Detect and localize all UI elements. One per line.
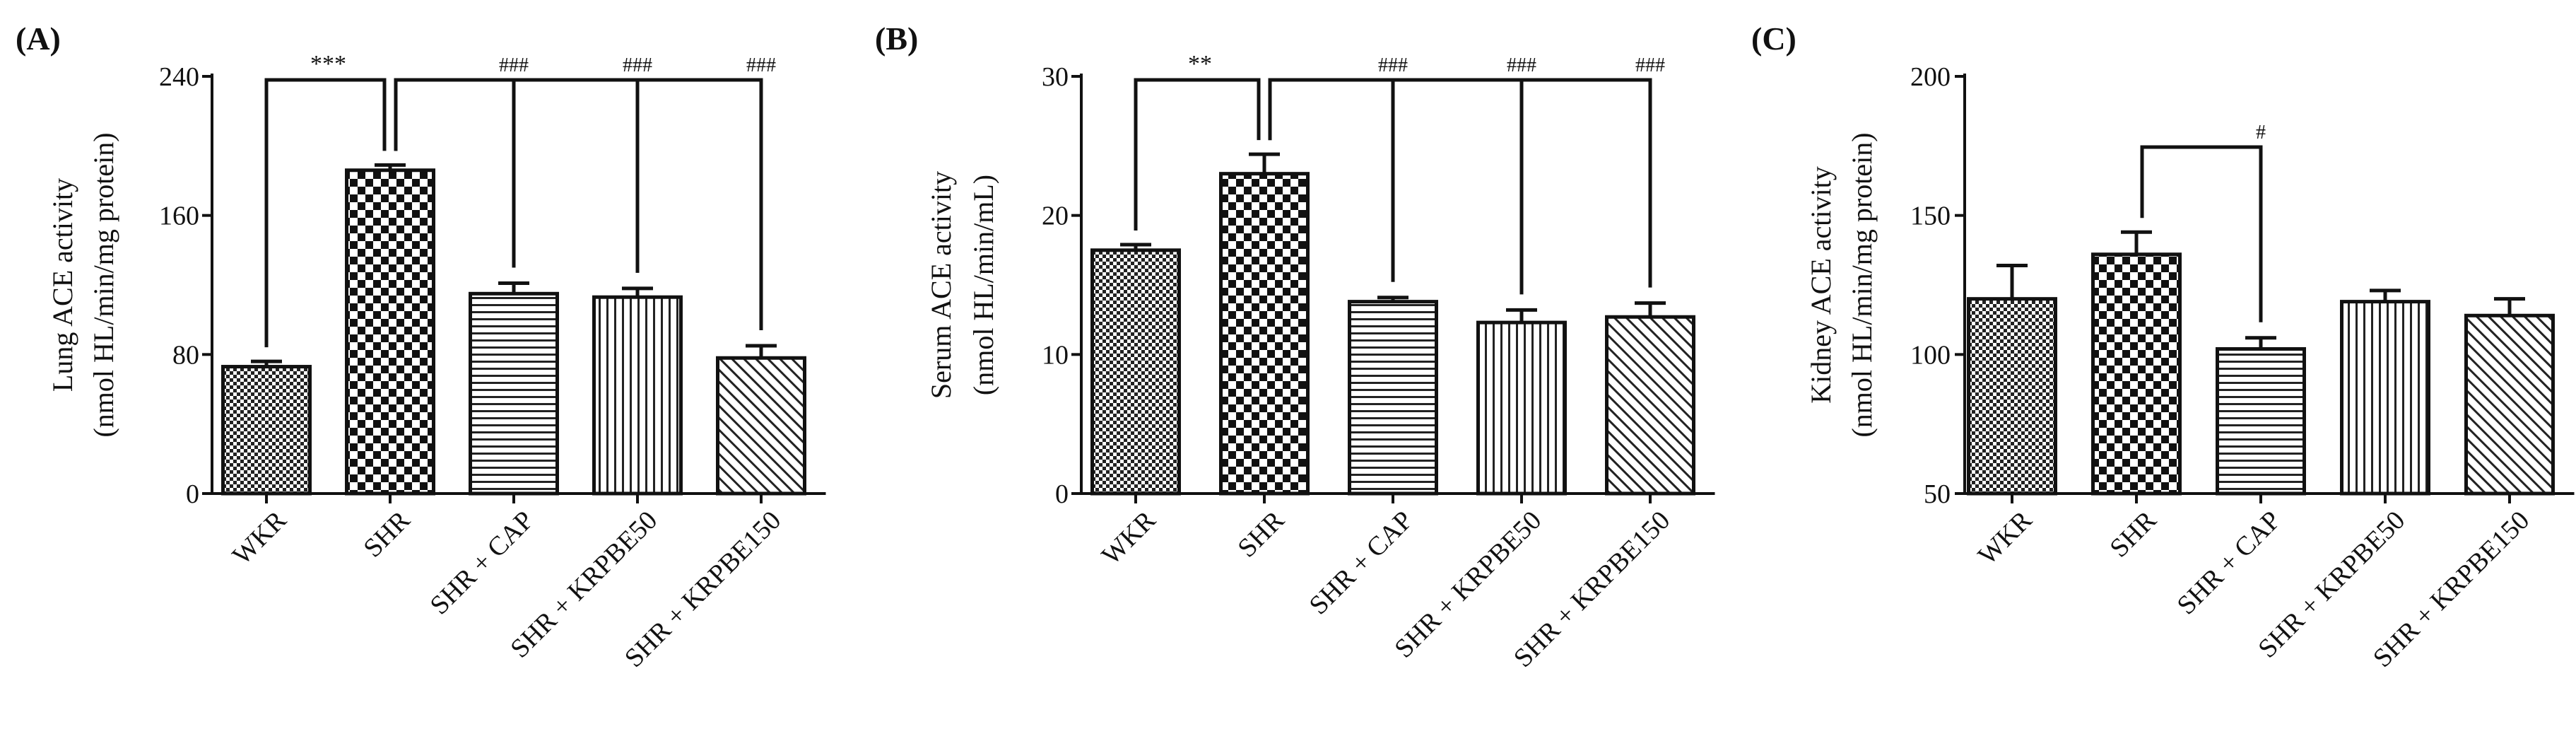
- bar-shr-krpbe150: [716, 356, 806, 496]
- bar-shr: [1219, 172, 1310, 496]
- y-axis-title: Kidney ACE activity: [1805, 166, 1837, 404]
- x-category-label: SHR: [358, 505, 416, 563]
- y-axis-title: Serum ACE activity: [925, 171, 957, 399]
- bar-wkr: [1090, 248, 1181, 496]
- y-tick-label: 50: [1924, 479, 1951, 509]
- bar-wkr: [221, 365, 312, 496]
- panel-label: (C): [1751, 21, 1796, 57]
- y-axis-units: (nmol HL/min/mL): [968, 175, 999, 395]
- y-tick-label: 30: [1042, 62, 1069, 92]
- x-category-label: WKR: [227, 505, 293, 571]
- significance-label: ***: [310, 51, 346, 77]
- significance-label: ###: [746, 54, 776, 76]
- bar-shr-cap: [2216, 346, 2306, 496]
- bar-shr-krpbe50: [1476, 320, 1567, 496]
- significance-bracket: [2140, 145, 2263, 322]
- x-category-label: WKR: [1096, 505, 1162, 571]
- y-tick-label: 100: [1910, 340, 1951, 370]
- y-axis-title: Lung ACE activity: [47, 178, 78, 392]
- bar-shr-krpbe50: [592, 295, 683, 496]
- bar-shr-krpbe150: [2464, 313, 2555, 496]
- y-tick-label: 0: [1055, 479, 1069, 509]
- significance-bracket: [394, 78, 763, 331]
- x-category-label: SHR + CAP: [1304, 506, 1419, 621]
- x-category-label: SHR: [1232, 505, 1290, 563]
- x-category-label: SHR + CAP: [425, 506, 540, 621]
- bar-shr-cap: [469, 291, 559, 496]
- y-tick-label: 200: [1910, 62, 1951, 92]
- y-tick-label: 160: [159, 202, 199, 231]
- bar-shr-krpbe150: [1605, 315, 1695, 496]
- y-tick-label: 20: [1042, 202, 1069, 231]
- panel-label: (A): [16, 21, 61, 57]
- y-tick-label: 150: [1910, 202, 1951, 231]
- y-tick-label: 80: [172, 340, 199, 370]
- x-category-label: SHR + CAP: [2172, 506, 2287, 621]
- x-category-label: SHR: [2104, 505, 2162, 563]
- x-category-label: WKR: [1972, 505, 2038, 571]
- bar-shr: [2091, 252, 2182, 496]
- significance-label: ###: [623, 54, 652, 76]
- significance-label: **: [1188, 51, 1212, 77]
- significance-bracket: [264, 78, 387, 348]
- bar-shr-krpbe50: [2340, 300, 2430, 496]
- significance-bracket: [1268, 78, 1652, 288]
- y-tick-label: 0: [186, 479, 199, 509]
- bar-shr-cap: [1348, 300, 1438, 496]
- y-tick-label: 240: [159, 62, 199, 92]
- significance-label: #: [2256, 122, 2266, 144]
- bar-wkr: [1967, 297, 2057, 496]
- significance-label: ###: [1635, 54, 1665, 76]
- y-axis-units: (nmol HL/min/mg protein): [88, 132, 119, 437]
- significance-label: ###: [1507, 54, 1536, 76]
- bar-shr: [345, 168, 435, 496]
- significance-bracket: [1134, 78, 1261, 231]
- panel-label: (B): [875, 21, 918, 57]
- significance-label: ###: [499, 54, 529, 76]
- y-axis-units: (nmol HL/min/mg protein): [1846, 132, 1878, 437]
- y-tick-label: 10: [1042, 340, 1069, 370]
- significance-label: ###: [1378, 54, 1408, 76]
